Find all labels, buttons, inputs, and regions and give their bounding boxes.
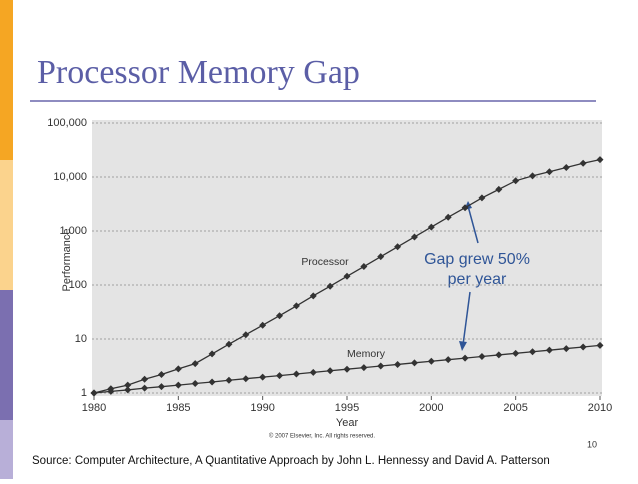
x-tick-label: 1995 bbox=[335, 402, 359, 414]
data-point bbox=[394, 243, 402, 251]
data-point bbox=[377, 362, 385, 370]
side-bar bbox=[0, 0, 13, 160]
data-point bbox=[512, 177, 520, 185]
data-point bbox=[124, 381, 132, 389]
data-point bbox=[427, 223, 435, 231]
data-point bbox=[225, 340, 233, 348]
y-tick-label: 100 bbox=[69, 279, 87, 291]
x-tick-label: 2010 bbox=[588, 402, 612, 414]
slide-title: Processor Memory Gap bbox=[37, 54, 360, 91]
data-point bbox=[141, 375, 149, 383]
data-point bbox=[427, 357, 435, 365]
data-point bbox=[529, 348, 537, 356]
data-point bbox=[276, 312, 284, 320]
x-tick-label: 2000 bbox=[419, 402, 443, 414]
data-point bbox=[174, 365, 182, 373]
data-point bbox=[478, 353, 486, 361]
data-point bbox=[191, 379, 199, 387]
data-point bbox=[174, 381, 182, 389]
data-point bbox=[259, 321, 267, 329]
y-tick-label: 10 bbox=[75, 333, 87, 345]
data-point bbox=[157, 383, 165, 391]
x-axis-label: Year bbox=[336, 417, 359, 429]
data-point bbox=[326, 367, 334, 375]
page-number: 10 bbox=[587, 439, 597, 449]
data-point bbox=[495, 185, 503, 193]
series-label: Processor bbox=[301, 256, 349, 268]
data-point bbox=[276, 372, 284, 380]
data-point bbox=[141, 384, 149, 392]
data-point bbox=[309, 292, 317, 300]
x-tick-label: 1985 bbox=[166, 402, 190, 414]
data-point bbox=[309, 368, 317, 376]
data-point bbox=[242, 375, 250, 383]
credit: © 2007 Elsevier, Inc. All rights reserve… bbox=[269, 433, 375, 440]
source: Source: Computer Architecture, A Quantit… bbox=[32, 455, 550, 467]
data-point bbox=[343, 272, 351, 280]
data-point bbox=[208, 378, 216, 386]
data-point bbox=[410, 359, 418, 367]
data-point bbox=[360, 364, 368, 372]
y-axis-label: Performance bbox=[61, 229, 73, 292]
x-tick-label: 2005 bbox=[503, 402, 527, 414]
data-point bbox=[545, 168, 553, 176]
data-point bbox=[444, 213, 452, 221]
y-tick-label: 1 bbox=[81, 387, 87, 399]
data-point bbox=[242, 331, 250, 339]
data-point bbox=[360, 263, 368, 271]
data-point bbox=[495, 351, 503, 359]
plot-area bbox=[92, 120, 602, 396]
data-point bbox=[461, 354, 469, 362]
data-point bbox=[562, 345, 570, 353]
data-point bbox=[579, 159, 587, 167]
y-tick-label: 1,000 bbox=[59, 225, 87, 237]
y-tick-label: 100,000 bbox=[47, 117, 87, 129]
data-point bbox=[529, 172, 537, 180]
data-point bbox=[410, 233, 418, 241]
data-point bbox=[377, 253, 385, 261]
data-point bbox=[562, 163, 570, 171]
data-point bbox=[292, 370, 300, 378]
data-point bbox=[478, 194, 486, 202]
x-tick-label: 1980 bbox=[82, 402, 106, 414]
side-bar bbox=[0, 290, 13, 420]
data-point bbox=[208, 350, 216, 358]
data-point bbox=[107, 387, 115, 395]
data-point bbox=[579, 343, 587, 351]
data-point bbox=[343, 365, 351, 373]
data-point bbox=[394, 360, 402, 368]
data-point bbox=[512, 349, 520, 357]
annotation-arrow bbox=[467, 205, 479, 244]
annotation: Gap grew 50% bbox=[424, 251, 530, 268]
side-bar bbox=[0, 420, 13, 479]
data-point bbox=[259, 373, 267, 381]
data-point bbox=[191, 360, 199, 368]
data-point bbox=[292, 302, 300, 310]
series-label: Memory bbox=[347, 348, 386, 360]
side-bar bbox=[0, 160, 13, 290]
data-point bbox=[225, 376, 233, 384]
data-point bbox=[124, 386, 132, 394]
data-point bbox=[157, 371, 165, 379]
data-point bbox=[461, 204, 469, 212]
data-point bbox=[90, 389, 98, 397]
data-point bbox=[326, 282, 334, 290]
annotation-arrow bbox=[462, 291, 471, 346]
annotation: per year bbox=[448, 271, 507, 288]
x-tick-label: 1990 bbox=[250, 402, 274, 414]
data-point bbox=[545, 346, 553, 354]
y-tick-label: 10,000 bbox=[53, 171, 87, 183]
data-point bbox=[596, 156, 604, 164]
annotation-arrow-head bbox=[459, 341, 467, 351]
data-point bbox=[596, 341, 604, 349]
data-point bbox=[444, 356, 452, 364]
